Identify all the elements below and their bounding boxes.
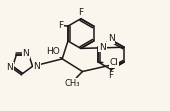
Text: N: N bbox=[108, 34, 115, 43]
Text: F: F bbox=[58, 21, 63, 30]
Text: Cl: Cl bbox=[109, 58, 118, 67]
Text: CH₃: CH₃ bbox=[65, 79, 80, 88]
Text: F: F bbox=[78, 8, 83, 17]
Text: F: F bbox=[109, 71, 114, 80]
Text: N: N bbox=[6, 63, 13, 72]
Text: N: N bbox=[33, 62, 40, 71]
Text: HO: HO bbox=[46, 47, 60, 56]
Text: N: N bbox=[99, 43, 106, 52]
Text: N: N bbox=[22, 49, 29, 58]
